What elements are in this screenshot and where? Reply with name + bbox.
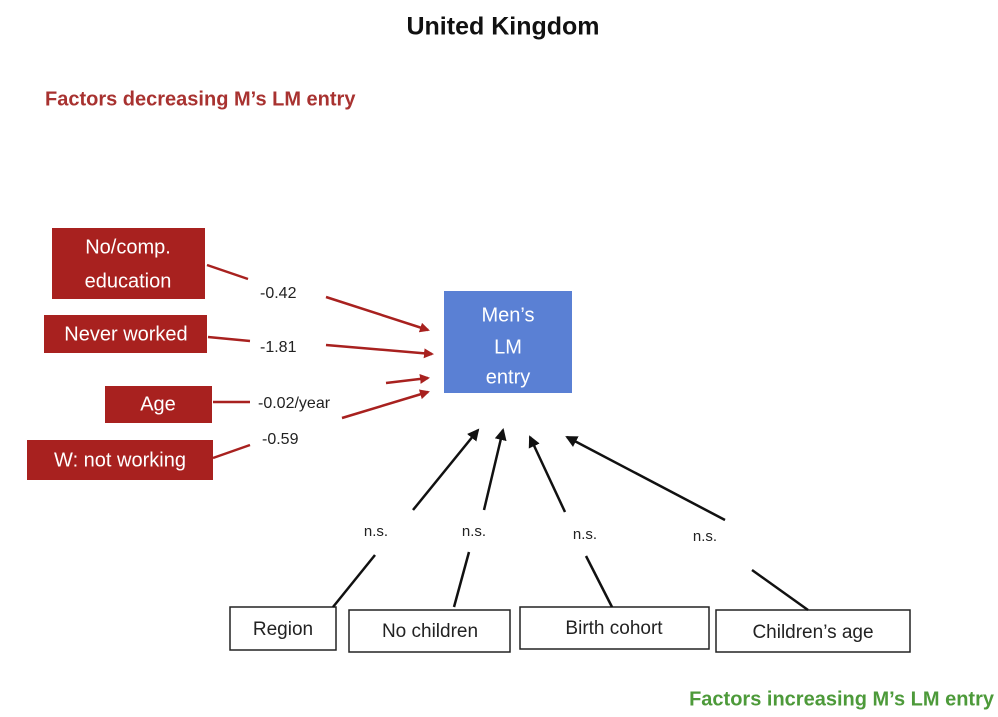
factor-box	[715, 609, 911, 653]
effect-label: n.s.	[364, 523, 388, 540]
factor-box	[44, 315, 207, 353]
black-arrows	[332, 428, 809, 612]
increasing-heading: Factors increasing M’s LM entry	[689, 688, 995, 710]
center-text: entry	[486, 366, 530, 388]
factor-box	[348, 609, 511, 653]
factor-text: No/comp.	[85, 236, 171, 258]
effect-label: n.s.	[573, 526, 597, 543]
factor-text: education	[85, 270, 172, 292]
factor-text: Region	[253, 619, 313, 640]
effect-label: -0.02/year	[258, 395, 331, 412]
factor-box	[52, 228, 205, 299]
effect-label: -0.59	[262, 431, 299, 448]
center-text: Men’s	[482, 304, 535, 326]
factor-text: Age	[140, 393, 176, 415]
title: United Kingdom	[406, 13, 599, 41]
decreasing-heading: Factors decreasing M’s LM entry	[45, 88, 356, 110]
factor-text: Birth cohort	[565, 618, 663, 639]
effect-label: -1.81	[260, 339, 297, 356]
factor-text: Never worked	[64, 323, 187, 345]
factor-box	[519, 606, 710, 650]
factor-box	[27, 440, 213, 480]
factor-box	[105, 386, 212, 423]
red-arrows	[206, 263, 434, 460]
factor-text: No children	[382, 621, 478, 642]
center-box	[444, 291, 572, 393]
factor-text: Children’s age	[752, 622, 873, 643]
center-text: LM	[494, 336, 522, 358]
effect-label: -0.42	[260, 285, 297, 302]
factor-box	[229, 606, 337, 651]
effect-label: n.s.	[693, 528, 717, 545]
factor-text: W: not working	[54, 449, 186, 471]
effect-label: n.s.	[462, 523, 486, 540]
